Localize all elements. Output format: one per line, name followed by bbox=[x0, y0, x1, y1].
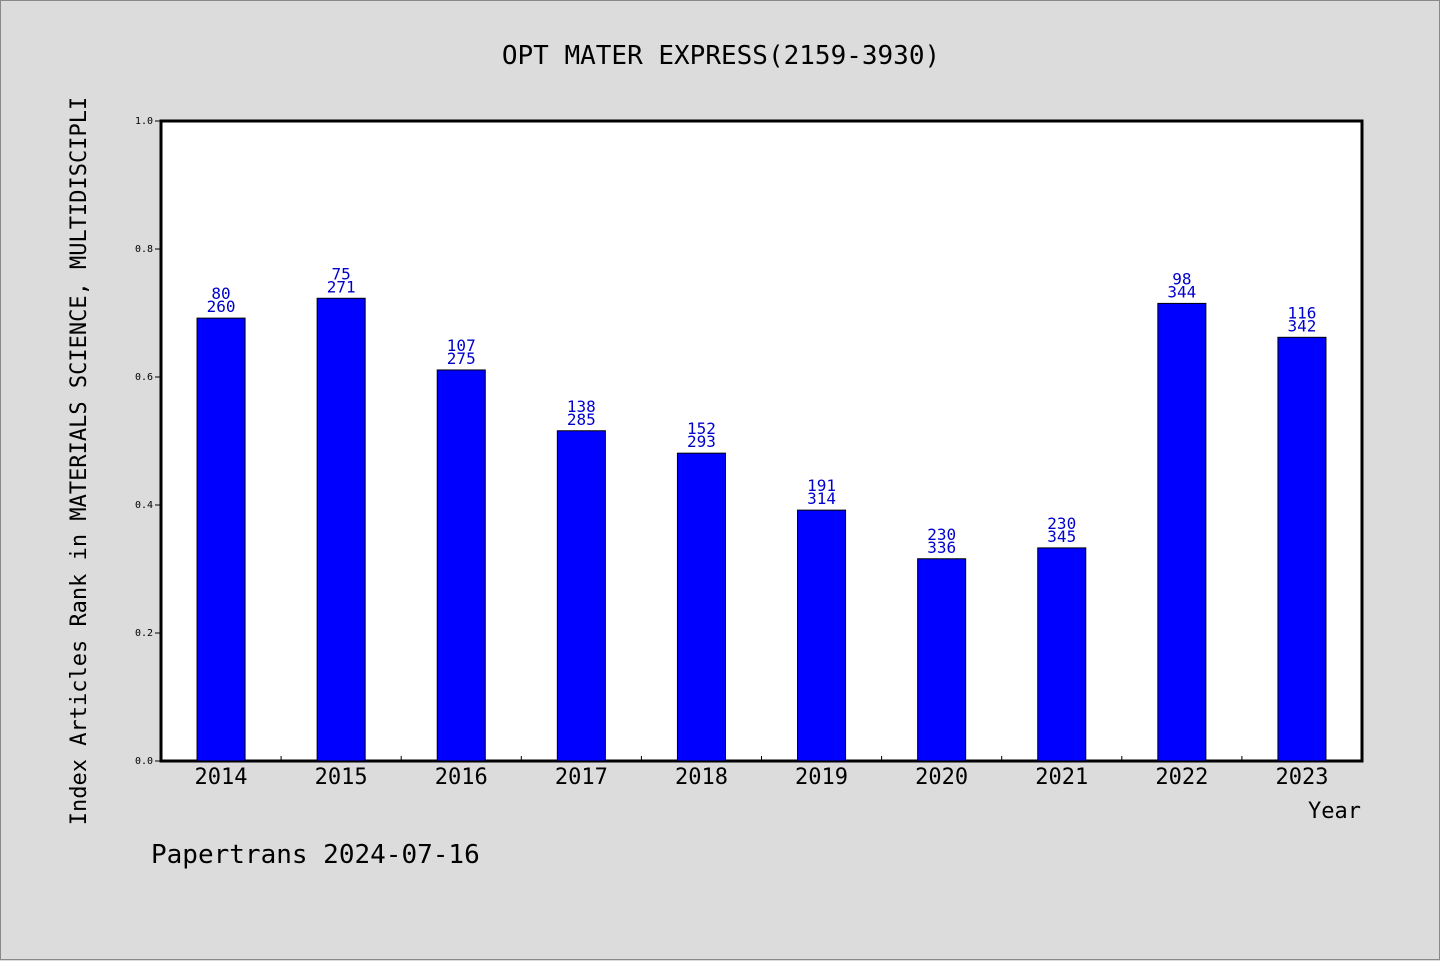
bar-rank-label: 107 bbox=[447, 336, 476, 355]
x-tick-label: 2021 bbox=[1035, 765, 1088, 790]
x-tick-label: 2020 bbox=[915, 765, 968, 790]
bar bbox=[1157, 302, 1207, 762]
chart-title: OPT MATER EXPRESS(2159-3930) bbox=[502, 41, 940, 71]
x-tick-label: 2023 bbox=[1275, 765, 1328, 790]
y-tick-label: 0.4 bbox=[135, 500, 153, 511]
x-ticks-group: 2014 2015 2016 2017 2018 2019 2020 2021 2022 2023 bbox=[195, 756, 1328, 790]
bar bbox=[676, 452, 726, 762]
bar-rank-label: 230 bbox=[927, 525, 956, 544]
bar bbox=[196, 317, 246, 762]
bar-rank-label: 98 bbox=[1172, 269, 1191, 288]
x-axis-label: Year bbox=[1308, 799, 1361, 824]
bar-total-label: 260 bbox=[207, 297, 236, 316]
y-ticks-group: 0.0 0.2 0.4 0.6 0.8 1.0 bbox=[135, 116, 161, 767]
bar bbox=[1277, 336, 1327, 762]
bar-total-label: 336 bbox=[927, 538, 956, 557]
bar bbox=[797, 509, 847, 762]
bar-total-label: 345 bbox=[1047, 527, 1076, 546]
x-tick-label: 2016 bbox=[435, 765, 488, 790]
bar-total-label: 285 bbox=[567, 410, 596, 429]
bar bbox=[1037, 547, 1087, 762]
x-tick-label: 2014 bbox=[195, 765, 248, 790]
x-tick-label: 2015 bbox=[315, 765, 368, 790]
y-tick-label: 1.0 bbox=[135, 116, 153, 127]
bar-rank-label: 80 bbox=[211, 284, 230, 303]
bar bbox=[436, 369, 486, 762]
bar-total-label: 275 bbox=[447, 349, 476, 368]
y-tick-label: 0.2 bbox=[135, 628, 153, 639]
x-tick-label: 2019 bbox=[795, 765, 848, 790]
bar-total-label: 314 bbox=[807, 489, 836, 508]
x-tick-label: 2018 bbox=[675, 765, 728, 790]
bar-rank-label: 230 bbox=[1047, 514, 1076, 533]
bar-total-label: 342 bbox=[1287, 316, 1316, 335]
y-axis-label: Index Articles Rank in MATERIALS SCIENCE… bbox=[67, 97, 92, 825]
bar-total-label: 293 bbox=[687, 432, 716, 451]
footer-credit: Papertrans 2024-07-16 bbox=[151, 840, 480, 870]
bar bbox=[556, 430, 606, 762]
bar-rank-label: 191 bbox=[807, 476, 836, 495]
bar bbox=[917, 558, 967, 762]
bar-total-label: 344 bbox=[1167, 282, 1196, 301]
bar bbox=[316, 297, 366, 762]
bar-rank-label: 152 bbox=[687, 419, 716, 438]
y-tick-label: 0.0 bbox=[135, 756, 153, 767]
bar-rank-label: 75 bbox=[332, 264, 351, 283]
bar-total-label: 271 bbox=[327, 277, 356, 296]
bar-rank-label: 138 bbox=[567, 397, 596, 416]
x-tick-label: 2017 bbox=[555, 765, 608, 790]
y-tick-label: 0.6 bbox=[135, 372, 153, 383]
bar-rank-label: 116 bbox=[1287, 303, 1316, 322]
x-tick-label: 2022 bbox=[1155, 765, 1208, 790]
y-tick-label: 0.8 bbox=[135, 244, 153, 255]
